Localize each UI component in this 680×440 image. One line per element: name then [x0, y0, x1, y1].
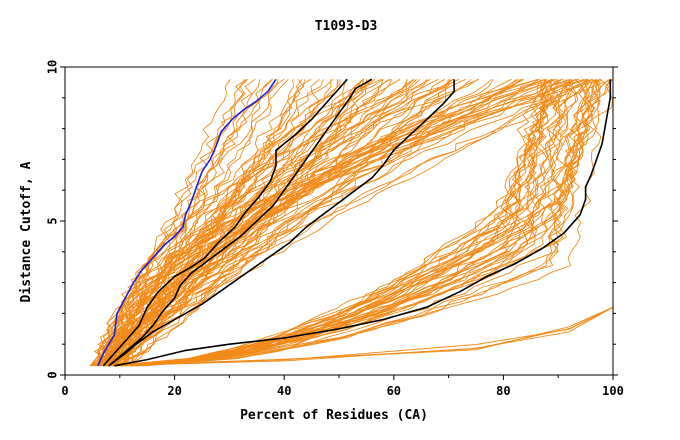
highlight-curve-2 — [108, 79, 455, 367]
model-curve-128 — [119, 78, 610, 367]
model-curve-57 — [116, 78, 512, 366]
plot-area — [89, 78, 614, 367]
model-curve-69 — [110, 78, 545, 367]
model-curve-84 — [123, 78, 521, 367]
model-curve-129 — [115, 78, 552, 367]
model-curve-133 — [107, 306, 614, 367]
x-tick-label: 0 — [61, 384, 68, 398]
model-curve-120 — [126, 79, 545, 367]
model-curve-70 — [91, 78, 571, 367]
model-curve-67 — [101, 78, 578, 366]
y-tick-label: 10 — [46, 60, 60, 74]
model-curve-107 — [141, 79, 547, 367]
x-tick-label: 60 — [387, 384, 401, 398]
model-curve-88 — [126, 78, 472, 367]
model-curve-74 — [125, 78, 555, 366]
model-curve-124 — [136, 79, 553, 367]
model-curve-86 — [98, 79, 364, 367]
x-tick-label: 20 — [167, 384, 181, 398]
model-curve-119 — [111, 79, 611, 367]
model-curve-112 — [131, 79, 601, 367]
highlight-curve-3 — [114, 79, 612, 367]
axis-ticks: 0 20 40 60 80 100 0 5 10 — [46, 60, 624, 398]
model-curve-123 — [136, 79, 596, 367]
model-curve-55 — [105, 78, 588, 367]
model-curve-89 — [117, 79, 450, 367]
highlight-curve-0 — [97, 78, 277, 367]
model-curve-85 — [98, 78, 479, 367]
y-tick-label: 0 — [46, 371, 60, 378]
model-curve-73 — [127, 78, 553, 367]
model-curve-68 — [105, 78, 539, 366]
model-curve-59 — [124, 79, 494, 367]
model-curve-132 — [103, 306, 614, 367]
y-axis-label: Distance Cutoff, A — [19, 161, 34, 302]
model-curve-20 — [117, 79, 451, 367]
highlight-curve-1 — [102, 78, 348, 367]
model-curve-116 — [114, 78, 559, 367]
model-curve-18 — [90, 78, 256, 367]
highlight-curve-4 — [108, 78, 373, 367]
x-tick-label: 80 — [496, 384, 510, 398]
y-tick-label: 5 — [46, 217, 60, 224]
model-curve-127 — [144, 78, 583, 367]
model-curve-83 — [101, 78, 539, 367]
x-axis-label: Percent of Residues (CA) — [240, 408, 428, 423]
x-tick-label: 40 — [277, 384, 291, 398]
x-tick-label: 100 — [602, 384, 624, 398]
model-curve-44 — [105, 79, 365, 367]
model-curve-126 — [135, 79, 570, 367]
model-curve-117 — [107, 79, 578, 367]
model-curves — [89, 78, 614, 367]
chart-title: T1093-D3 — [315, 19, 378, 34]
model-curve-115 — [123, 78, 603, 367]
model-curve-51 — [122, 78, 593, 366]
model-curve-125 — [137, 79, 542, 367]
